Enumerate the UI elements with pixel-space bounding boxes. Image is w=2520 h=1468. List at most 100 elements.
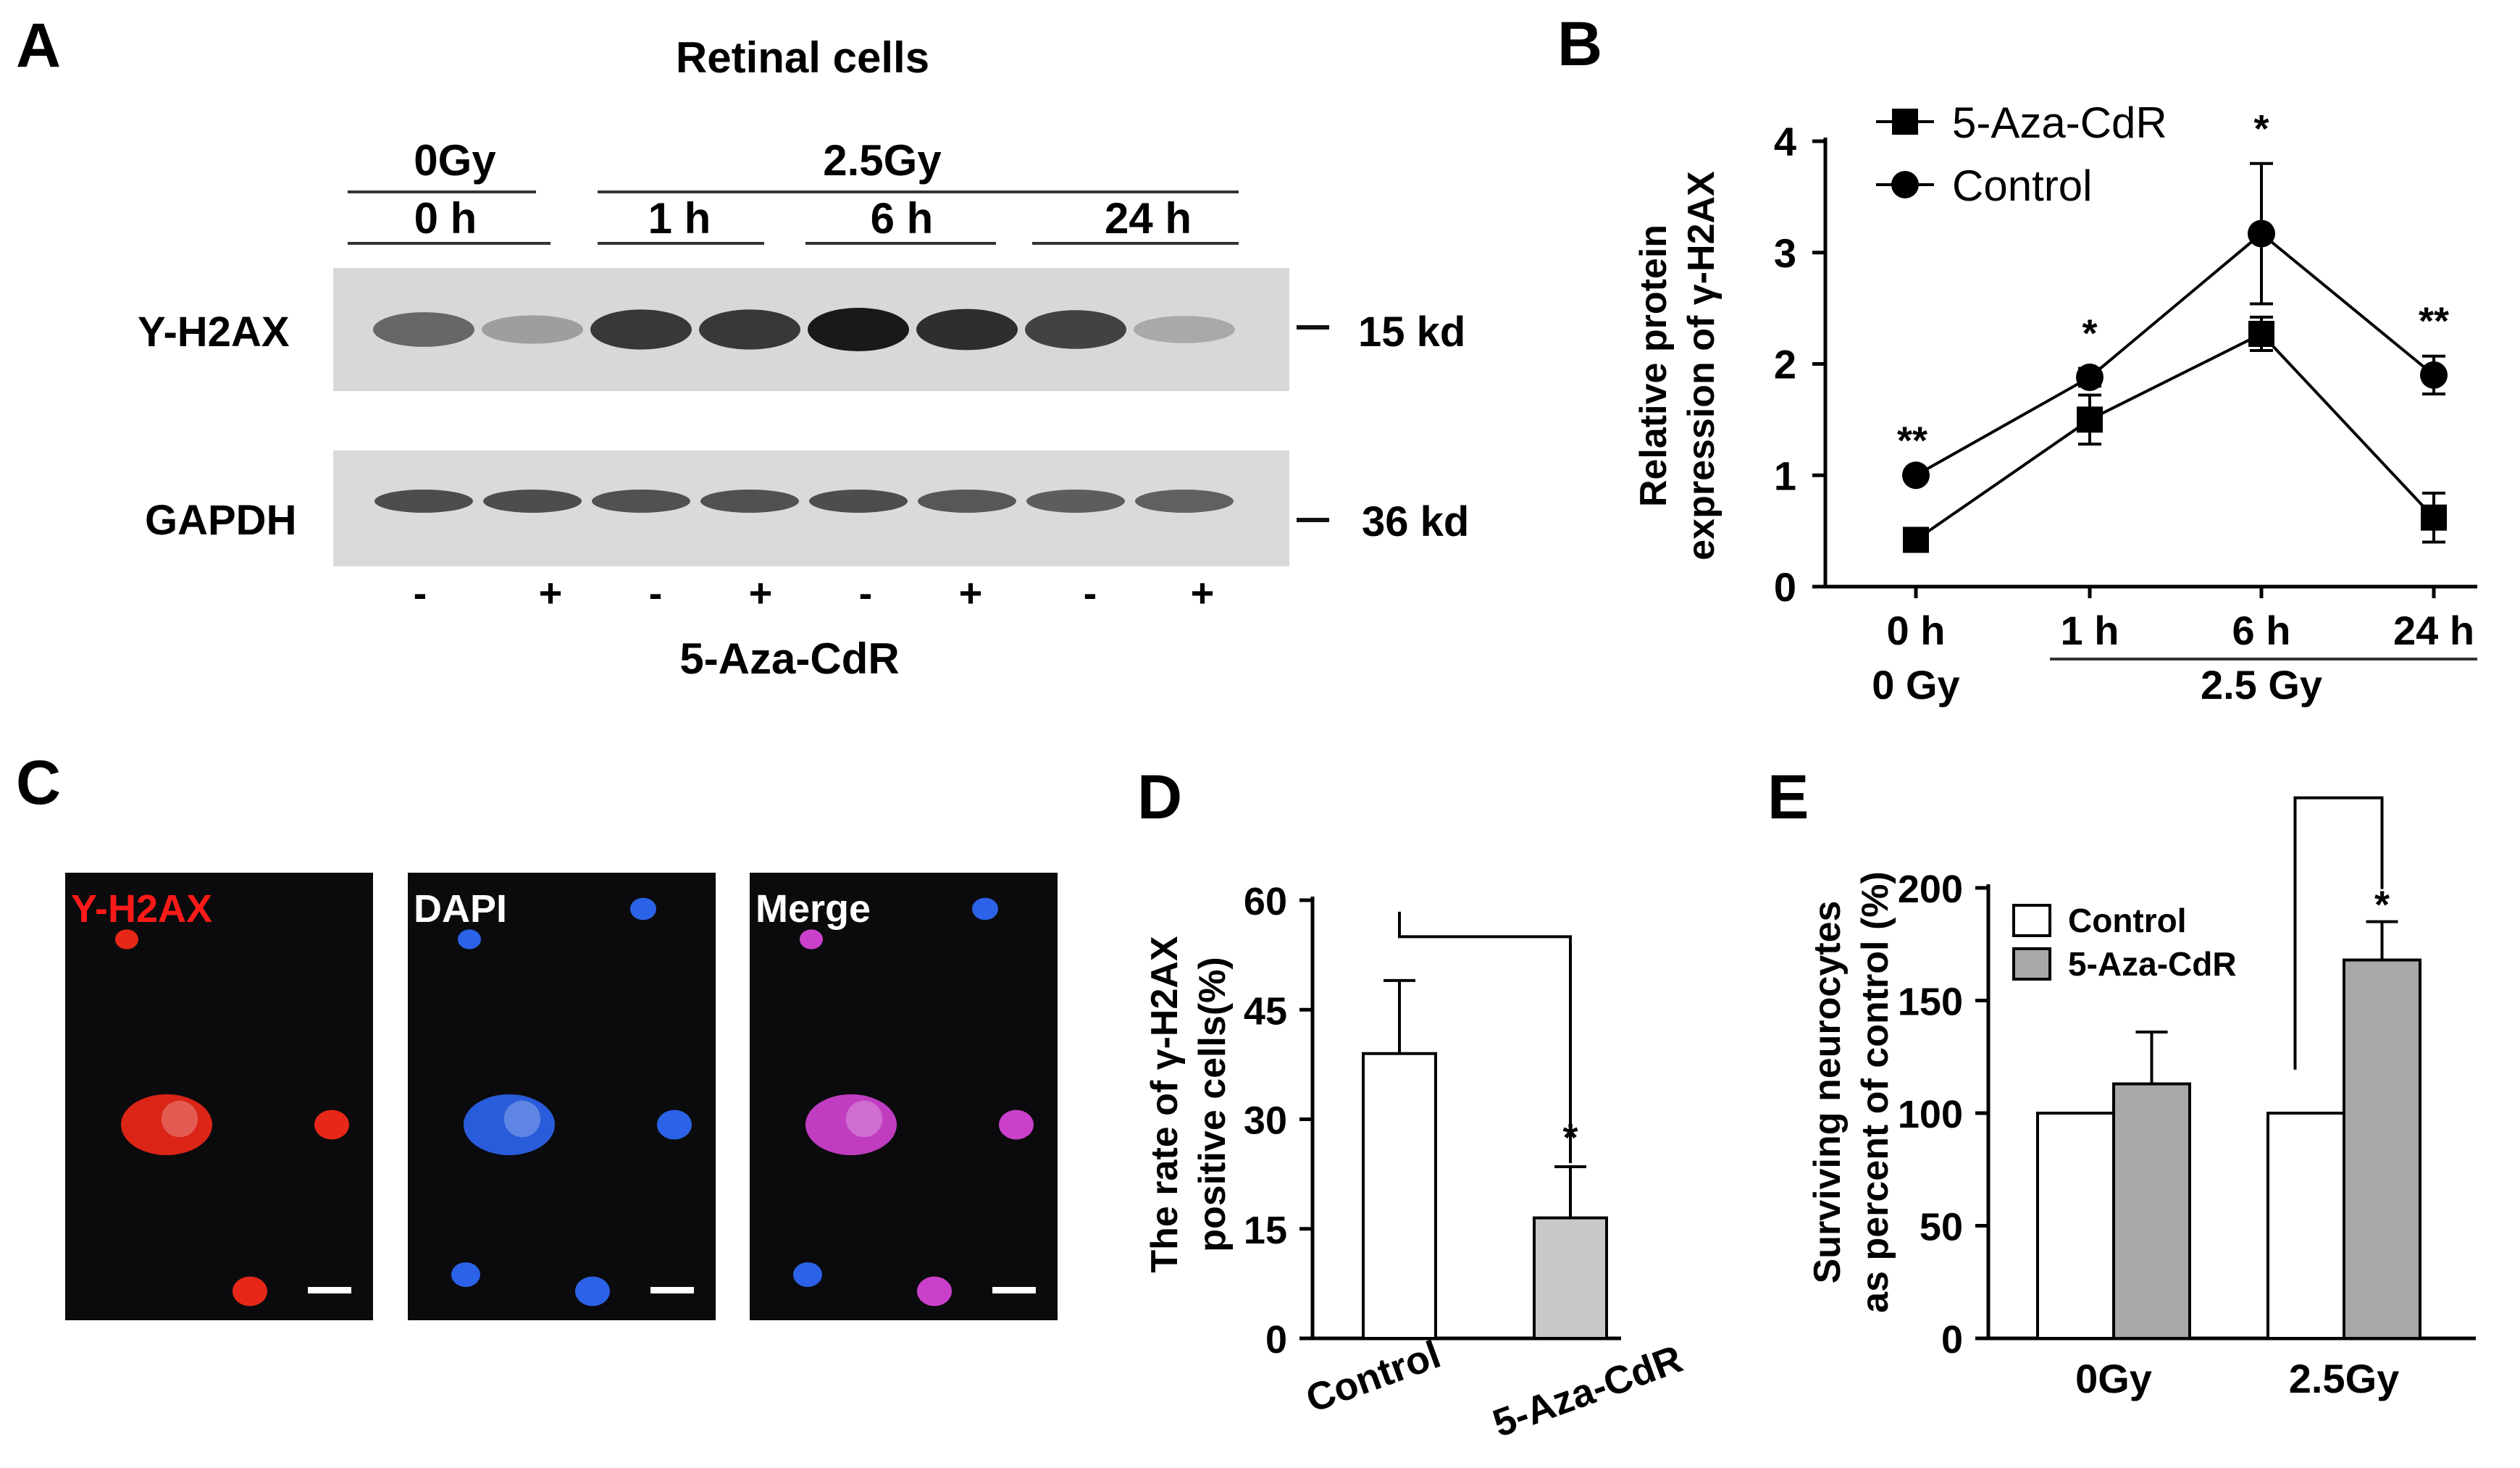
micrograph-label: Merge bbox=[755, 887, 871, 931]
b-x-tick-label: 24 h bbox=[2393, 608, 2474, 653]
cell bbox=[657, 1110, 692, 1140]
cell bbox=[451, 1262, 480, 1287]
b-x-tick-label: 0 h bbox=[1887, 608, 1946, 653]
e-y-tick-label: 50 bbox=[1920, 1206, 1963, 1249]
gapdh-band bbox=[1026, 490, 1125, 513]
e-y-tick-label: 0 bbox=[1941, 1318, 1963, 1362]
micrograph-merge bbox=[750, 873, 1058, 1320]
scale-bar bbox=[992, 1287, 1036, 1293]
b-legend-label: 5-Aza-CdR bbox=[1952, 98, 2167, 147]
b-x-tick-label: 1 h bbox=[2061, 608, 2119, 653]
e-ylabel-line1: Surviving neurocytes bbox=[1807, 901, 1849, 1284]
panel-e: E Surviving neurocytes as percent of con… bbox=[1767, 763, 2476, 1401]
cell-cluster bbox=[464, 1094, 555, 1155]
scale-bar bbox=[650, 1287, 694, 1293]
gapdh-band bbox=[809, 490, 908, 513]
e-legend-label: 5-Aza-CdR bbox=[2068, 945, 2237, 983]
e-legend-swatch bbox=[2012, 904, 2051, 937]
lane-sign: - bbox=[649, 570, 663, 616]
d-significance-bracket bbox=[1398, 911, 1572, 1164]
lane-sign: + bbox=[539, 570, 563, 616]
d-x-tick-label: Control bbox=[1300, 1333, 1446, 1421]
panel-c-letter: C bbox=[16, 748, 61, 818]
d-y-tick-label: 45 bbox=[1244, 989, 1287, 1033]
lane-sign: + bbox=[749, 570, 773, 616]
panel-a: A Retinal cells 0Gy 2.5Gy 0 h 1 h 6 h 24… bbox=[16, 11, 1469, 683]
panel-a-title: Retinal cells bbox=[676, 33, 929, 82]
h2ax-band bbox=[699, 309, 800, 350]
panel-e-letter: E bbox=[1767, 763, 1809, 832]
h2ax-band bbox=[1025, 310, 1126, 349]
b-point-circle bbox=[1902, 461, 1930, 490]
b-significance: ** bbox=[2419, 300, 2449, 343]
dose-label-0gy: 0Gy bbox=[414, 136, 496, 185]
cell bbox=[115, 929, 138, 949]
cell-highlight bbox=[845, 1100, 883, 1138]
b-series-line bbox=[1914, 332, 2435, 542]
panel-b-letter: B bbox=[1557, 9, 1602, 79]
micrograph-dapi bbox=[408, 873, 716, 1320]
b-point-circle bbox=[2248, 219, 2275, 248]
panel-d-letter: D bbox=[1137, 763, 1182, 832]
row-label-gapdh: GAPDH bbox=[145, 497, 296, 544]
d-bar bbox=[1533, 1216, 1608, 1340]
e-ylabel-line2: as percent of control (%) bbox=[1854, 871, 1896, 1313]
gapdh-band bbox=[483, 490, 582, 513]
e-y-tick-label: 100 bbox=[1898, 1093, 1963, 1136]
blot-gapdh-membrane bbox=[333, 450, 1289, 566]
b-group-label-0gy: 0 Gy bbox=[1872, 662, 1959, 708]
e-x-tick-label: 2.5Gy bbox=[2289, 1356, 2400, 1401]
cell bbox=[793, 1262, 822, 1287]
scale-bar bbox=[308, 1287, 351, 1293]
e-y-tick-label: 200 bbox=[1898, 868, 1963, 911]
lane-sign: + bbox=[1191, 570, 1215, 616]
b-x-tick-label: 6 h bbox=[2232, 608, 2291, 653]
time-label-1h: 1 h bbox=[648, 194, 711, 243]
cell bbox=[917, 1276, 952, 1306]
b-legend-square bbox=[1892, 109, 1918, 135]
b-point-square bbox=[2077, 406, 2103, 433]
b-y-tick-label: 4 bbox=[1774, 119, 1796, 164]
e-legend-swatch bbox=[2012, 947, 2051, 981]
row-label-h2ax: Y-H2AX bbox=[138, 309, 290, 356]
d-y-tick-label: 30 bbox=[1244, 1099, 1287, 1143]
d-ylabel-line2: positive cells(%) bbox=[1192, 957, 1234, 1251]
time-label-6h: 6 h bbox=[871, 194, 934, 243]
treatment-label: 5-Aza-CdR bbox=[679, 634, 899, 683]
h2ax-band bbox=[808, 308, 909, 351]
b-series-line bbox=[1915, 232, 2435, 477]
b-legend-label: Control bbox=[1952, 162, 2092, 210]
panel-d: D The rate of γ-H2AX positive cells(%) 0… bbox=[1137, 763, 1688, 1446]
gapdh-band bbox=[700, 490, 799, 513]
e-significance-bracket bbox=[2293, 796, 2384, 1070]
gapdh-band bbox=[592, 490, 690, 513]
micrograph-h2ax bbox=[65, 873, 373, 1320]
b-significance: * bbox=[2253, 107, 2269, 151]
mw-label-36kd: 36 kd bbox=[1362, 498, 1469, 545]
lane-sign: - bbox=[1084, 570, 1097, 616]
d-y-tick-label: 15 bbox=[1244, 1209, 1287, 1252]
cell-highlight bbox=[503, 1100, 541, 1138]
micrographs: Y-H2AX DAPI Merge bbox=[65, 873, 1058, 1320]
chart-d: 0 15 30 45 60 * Control 5-Aza-CdR bbox=[1244, 880, 1688, 1446]
e-bar bbox=[2036, 1112, 2115, 1340]
time-label-24h: 24 h bbox=[1105, 194, 1192, 243]
mw-label-15kd: 15 kd bbox=[1358, 309, 1465, 356]
panel-b: B Relative protein expression of γ-H2AX … bbox=[1557, 9, 2477, 708]
blot-h2ax-bands bbox=[373, 308, 1235, 351]
e-y-tick-label: 150 bbox=[1898, 981, 1963, 1024]
panel-a-letter: A bbox=[16, 11, 61, 80]
gapdh-band bbox=[1135, 490, 1234, 513]
b-point-square bbox=[2248, 320, 2274, 347]
e-bar bbox=[2266, 1112, 2345, 1340]
b-y-tick-label: 3 bbox=[1774, 230, 1796, 276]
b-significance: ** bbox=[1897, 419, 1927, 462]
d-y-tick-label: 60 bbox=[1244, 880, 1287, 923]
cell-cluster bbox=[121, 1094, 212, 1155]
lane-sign: - bbox=[414, 570, 427, 616]
micrograph-label: Y-H2AX bbox=[71, 887, 212, 931]
b-group-label-25gy: 2.5 Gy bbox=[2201, 662, 2322, 708]
cell bbox=[972, 897, 998, 920]
